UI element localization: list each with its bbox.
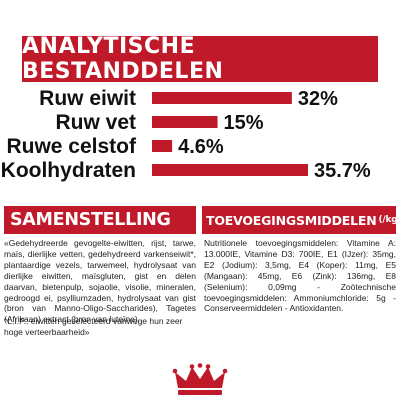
category-label-ruwe-celstof: Ruwe celstof bbox=[6, 135, 137, 158]
composition-text: «Gedehydreerde gevogelte-eiwitten, rijst… bbox=[4, 238, 196, 325]
value-label-ruwe-celstof: 4.6% bbox=[178, 136, 224, 158]
analytical-constituents-chart: Ruw eiwit 32% Ruw vet 15% Ruwe celstof 4.6% Ko… bbox=[1, 87, 371, 182]
additives-unit: (/kg) bbox=[378, 215, 400, 225]
bar-ruwe-celstof bbox=[152, 140, 173, 152]
analytical-constituents-header: ANALYTISCHE BESTANDDELEN bbox=[22, 34, 378, 84]
value-label-ruw-vet: 15% bbox=[224, 112, 264, 134]
additives-title: TOEVOEGINGSMIDDELEN bbox=[206, 212, 377, 228]
category-label-ruw-eiwit: Ruw eiwit bbox=[39, 87, 136, 110]
header-title: ANALYTISCHE BESTANDDELEN bbox=[22, 34, 224, 84]
value-label-ruw-eiwit: 32% bbox=[298, 88, 338, 110]
additives-text: Nutritionele toevoegingsmiddelen: Vitami… bbox=[204, 238, 396, 314]
bar-ruw-vet bbox=[152, 116, 218, 128]
bar-koolhydraten bbox=[152, 164, 308, 176]
composition-footnote: *L.I.P.: eiwitten geselecteerd vanwege h… bbox=[4, 316, 183, 337]
value-label-koolhydraten: 35.7% bbox=[314, 160, 371, 182]
crown-logo-icon bbox=[172, 363, 228, 395]
category-label-ruw-vet: Ruw vet bbox=[55, 111, 136, 134]
category-label-koolhydraten: Koolhydraten bbox=[1, 159, 136, 182]
composition-title-bar: SAMENSTELLING bbox=[4, 206, 196, 234]
additives-title-bar: TOEVOEGINGSMIDDELEN (/kg) bbox=[202, 206, 400, 234]
composition-title: SAMENSTELLING bbox=[10, 210, 171, 230]
bar-ruw-eiwit bbox=[152, 92, 292, 104]
